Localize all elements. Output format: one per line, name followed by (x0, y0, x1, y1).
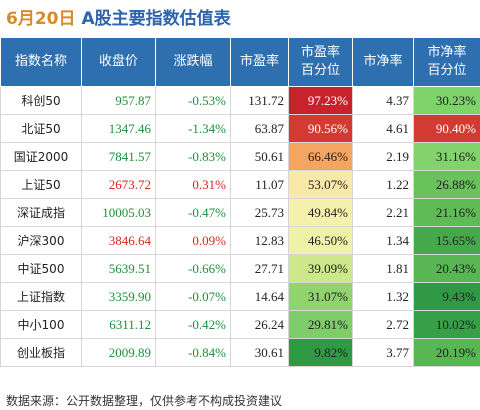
index-name-cell: 上证指数 (0, 282, 82, 311)
table-row: 中小100 6311.12 -0.42% 26.24 29.81% 2.72 10.02% (0, 310, 480, 339)
pe-percentile-cell: 29.81% (288, 310, 353, 339)
data-source-note: 数据来源：公开数据整理，仅供参考不构成投资建议 (6, 394, 283, 408)
change-cell: -0.47% (155, 198, 231, 227)
pb-cell: 3.77 (352, 338, 414, 367)
pe-cell: 11.07 (230, 170, 289, 199)
index-name-cell: 创业板指 (0, 338, 82, 367)
pe-cell: 25.73 (230, 198, 289, 227)
close-price-cell: 957.87 (81, 86, 156, 115)
header-pb-percentile: 市净率 百分位 (413, 37, 480, 87)
pb-percentile-cell: 21.16% (413, 198, 480, 227)
pe-percentile-cell: 53.07% (288, 170, 353, 199)
header-close: 收盘价 (81, 37, 156, 87)
pb-cell: 2.19 (352, 142, 414, 171)
pb-percentile-cell: 90.40% (413, 114, 480, 143)
pb-percentile-cell: 20.19% (413, 338, 480, 367)
table-header-row: 指数名称 收盘价 涨跌幅 市盈率 市盈率 百分位 市净率 市净率 百分位 (0, 37, 480, 87)
change-cell: -1.34% (155, 114, 231, 143)
header-change: 涨跌幅 (155, 37, 231, 87)
change-cell: 0.31% (155, 170, 231, 199)
pb-cell: 1.32 (352, 282, 414, 311)
pe-cell: 12.83 (230, 226, 289, 255)
change-cell: -0.53% (155, 86, 231, 115)
page-title: 6月20日 A股主要指数估值表 (6, 4, 231, 29)
pe-percentile-cell: 9.82% (288, 338, 353, 367)
close-price-cell: 3359.90 (81, 282, 156, 311)
table-row: 北证50 1347.46 -1.34% 63.87 90.56% 4.61 90.40% (0, 114, 480, 143)
pe-percentile-cell: 31.07% (288, 282, 353, 311)
pb-percentile-cell: 26.88% (413, 170, 480, 199)
pb-cell: 1.81 (352, 254, 414, 283)
header-pe: 市盈率 (230, 37, 289, 87)
change-cell: 0.09% (155, 226, 231, 255)
pb-percentile-cell: 31.16% (413, 142, 480, 171)
change-cell: -0.84% (155, 338, 231, 367)
pb-cell: 4.37 (352, 86, 414, 115)
change-cell: -0.83% (155, 142, 231, 171)
title-date: 6月20日 (6, 8, 76, 29)
close-price-cell: 2673.72 (81, 170, 156, 199)
close-price-cell: 2009.89 (81, 338, 156, 367)
change-cell: -0.07% (155, 282, 231, 311)
pe-cell: 14.64 (230, 282, 289, 311)
table-row: 深证成指 10005.03 -0.47% 25.73 49.84% 2.21 21.16% (0, 198, 480, 227)
header-index-name: 指数名称 (0, 37, 82, 87)
pe-percentile-cell: 97.23% (288, 86, 353, 115)
valuation-table: 指数名称 收盘价 涨跌幅 市盈率 市盈率 百分位 市净率 市净率 百分位 科创5… (0, 37, 480, 367)
pb-percentile-cell: 15.65% (413, 226, 480, 255)
pb-cell: 2.21 (352, 198, 414, 227)
pe-cell: 131.72 (230, 86, 289, 115)
close-price-cell: 5639.51 (81, 254, 156, 283)
pe-cell: 30.61 (230, 338, 289, 367)
table-row: 沪深300 3846.64 0.09% 12.83 46.50% 1.34 15.65% (0, 226, 480, 255)
header-pb: 市净率 (352, 37, 414, 87)
pe-percentile-cell: 49.84% (288, 198, 353, 227)
table-row: 科创50 957.87 -0.53% 131.72 97.23% 4.37 30.23% (0, 86, 480, 115)
pe-cell: 50.61 (230, 142, 289, 171)
pb-percentile-cell: 30.23% (413, 86, 480, 115)
header-pe-percentile: 市盈率 百分位 (288, 37, 353, 87)
pb-cell: 2.72 (352, 310, 414, 339)
pb-cell: 4.61 (352, 114, 414, 143)
pe-cell: 26.24 (230, 310, 289, 339)
change-cell: -0.42% (155, 310, 231, 339)
close-price-cell: 1347.46 (81, 114, 156, 143)
title-text: A股主要指数估值表 (81, 8, 231, 29)
pb-percentile-cell: 20.43% (413, 254, 480, 283)
index-name-cell: 国证2000 (0, 142, 82, 171)
pb-percentile-cell: 10.02% (413, 310, 480, 339)
pe-percentile-cell: 66.46% (288, 142, 353, 171)
table-row: 创业板指 2009.89 -0.84% 30.61 9.82% 3.77 20.19% (0, 338, 480, 367)
change-cell: -0.66% (155, 254, 231, 283)
index-name-cell: 科创50 (0, 86, 82, 115)
index-name-cell: 深证成指 (0, 198, 82, 227)
table-row: 国证2000 7841.57 -0.83% 50.61 66.46% 2.19 31.16% (0, 142, 480, 171)
close-price-cell: 3846.64 (81, 226, 156, 255)
pb-cell: 1.34 (352, 226, 414, 255)
index-name-cell: 上证50 (0, 170, 82, 199)
pb-percentile-cell: 9.43% (413, 282, 480, 311)
pe-percentile-cell: 39.09% (288, 254, 353, 283)
pe-percentile-cell: 46.50% (288, 226, 353, 255)
pe-cell: 27.71 (230, 254, 289, 283)
index-name-cell: 中小100 (0, 310, 82, 339)
index-name-cell: 北证50 (0, 114, 82, 143)
table-row: 上证指数 3359.90 -0.07% 14.64 31.07% 1.32 9.43% (0, 282, 480, 311)
table-row: 中证500 5639.51 -0.66% 27.71 39.09% 1.81 20.43% (0, 254, 480, 283)
table-row: 上证50 2673.72 0.31% 11.07 53.07% 1.22 26.88% (0, 170, 480, 199)
close-price-cell: 7841.57 (81, 142, 156, 171)
index-name-cell: 中证500 (0, 254, 82, 283)
pe-percentile-cell: 90.56% (288, 114, 353, 143)
pe-cell: 63.87 (230, 114, 289, 143)
close-price-cell: 10005.03 (81, 198, 156, 227)
pb-cell: 1.22 (352, 170, 414, 199)
close-price-cell: 6311.12 (81, 310, 156, 339)
index-name-cell: 沪深300 (0, 226, 82, 255)
